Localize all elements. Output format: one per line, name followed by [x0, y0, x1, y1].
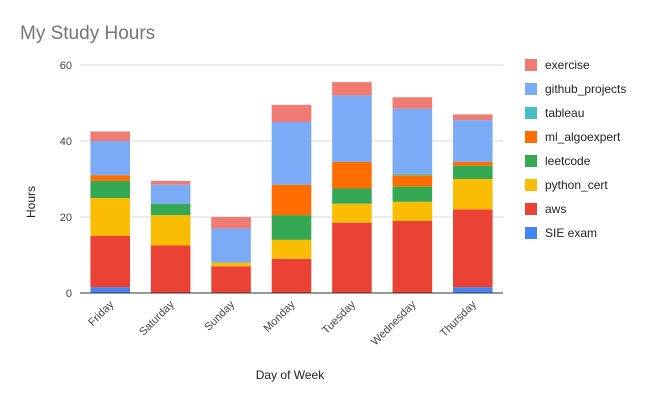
y-tick-label: 60	[60, 60, 72, 72]
legend-swatch	[525, 131, 537, 143]
bar-thursday-leetcode	[452, 165, 493, 179]
bar-thursday-exercise	[452, 114, 493, 121]
legend-swatch	[525, 179, 537, 191]
x-tick-label: Tuesday	[320, 298, 358, 336]
bar-thursday-sie-exam	[452, 287, 493, 293]
bar-monday-leetcode	[271, 215, 312, 240]
x-axis-label: Day of Week	[256, 368, 325, 382]
legend-label: exercise	[545, 58, 590, 72]
bar-thursday-github-projects	[452, 120, 493, 162]
bar-thursday-aws	[452, 209, 493, 288]
bar-friday-ml-algoexpert	[90, 175, 131, 181]
bar-friday-sie-exam	[90, 287, 131, 293]
x-tick-labels: Friday Saturday Sunday Monday Tuesday Wednesd…	[86, 298, 479, 348]
bar-wednesday-tableau	[392, 173, 433, 176]
bar-sunday-github-projects	[211, 228, 251, 263]
y-tick-label: 20	[60, 212, 72, 224]
bar-saturday-aws	[150, 245, 191, 293]
legend-swatch	[525, 107, 537, 119]
bar-tuesday-python-cert	[332, 203, 372, 223]
bar-wednesday-exercise	[392, 97, 433, 109]
legend-swatch	[525, 227, 537, 239]
x-tick-label: Wednesday	[369, 298, 419, 348]
bar-monday-aws	[271, 258, 312, 293]
bar-tuesday-aws	[332, 222, 372, 293]
bar-wednesday-python-cert	[392, 201, 433, 221]
y-axis-label: Hours	[24, 186, 38, 218]
legend-label: python_cert	[545, 178, 608, 192]
bar-monday-exercise	[271, 104, 312, 122]
bar-friday-leetcode	[90, 180, 131, 198]
bar-monday-python-cert	[271, 239, 312, 259]
legend-label: leetcode	[545, 154, 591, 168]
legend-swatch	[525, 155, 537, 167]
bar-thursday-ml-algoexpert	[452, 161, 493, 166]
bar-saturday-github-projects	[150, 184, 191, 204]
bar-monday-github-projects	[271, 122, 312, 185]
bar-saturday-python-cert	[150, 215, 191, 246]
y-tick-labels: 0 20 40 60	[60, 60, 72, 300]
legend-label: aws	[545, 202, 566, 216]
bar-tuesday-exercise	[332, 82, 372, 96]
bar-sunday-python-cert	[211, 262, 251, 267]
legend-swatch	[525, 203, 537, 215]
bar-saturday-leetcode	[150, 203, 191, 216]
legend-label: tableau	[545, 106, 584, 120]
bar-friday-github-projects	[90, 141, 131, 176]
bar-wednesday-github-projects	[392, 108, 433, 174]
bar-friday-python-cert	[90, 198, 131, 236]
bar-sunday-exercise	[211, 217, 251, 229]
bar-tuesday-github-projects	[332, 95, 372, 162]
x-tick-label: Friday	[86, 298, 116, 328]
y-tick-label: 40	[60, 136, 72, 148]
bars	[90, 82, 493, 293]
legend-label: ml_algoexpert	[545, 130, 621, 144]
legend-swatch	[525, 83, 537, 95]
chart-title: My Study Hours	[20, 23, 155, 44]
x-tick-label: Saturday	[137, 298, 177, 338]
legend-label: SIE exam	[545, 226, 597, 240]
bar-tuesday-ml-algoexpert	[332, 161, 372, 189]
bar-wednesday-ml-algoexpert	[392, 175, 433, 187]
bar-friday-exercise	[90, 131, 131, 141]
legend-swatch	[525, 59, 537, 71]
bar-monday-ml-algoexpert	[271, 184, 312, 216]
bar-saturday-exercise	[150, 180, 191, 185]
legend-label: github_projects	[545, 82, 626, 96]
bar-wednesday-leetcode	[392, 186, 433, 202]
y-tick-label: 0	[66, 288, 72, 300]
x-tick-label: Thursday	[438, 298, 479, 339]
x-tick-label: Sunday	[202, 298, 237, 333]
bar-tuesday-leetcode	[332, 188, 372, 204]
x-tick-label: Monday	[261, 298, 298, 335]
bar-sunday-aws	[211, 266, 251, 293]
bar-thursday-python-cert	[452, 179, 493, 210]
bar-friday-aws	[90, 236, 131, 288]
bar-wednesday-aws	[392, 220, 433, 293]
